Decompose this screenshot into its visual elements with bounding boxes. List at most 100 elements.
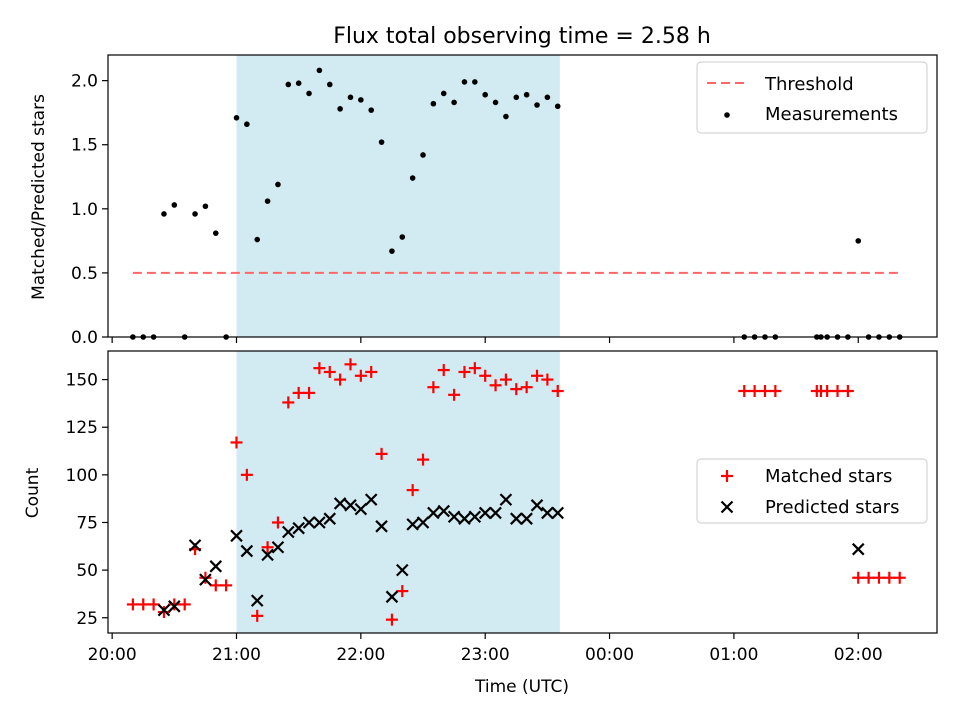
cross-b <box>292 521 305 535</box>
matched-star-point <box>738 385 751 398</box>
matched-star-point <box>748 385 761 398</box>
legend-matched-label: Matched stars <box>765 466 892 487</box>
matched-star-point <box>396 585 409 598</box>
measurement-point <box>326 81 333 88</box>
matched-star-point <box>344 358 357 371</box>
x-tick-label: 00:00 <box>585 645 634 665</box>
y-axis-count: 25 50 75 100 125 150 <box>66 371 108 629</box>
measurement-point <box>306 90 312 97</box>
measurement-point <box>285 81 292 88</box>
predicted-star-point <box>447 510 461 524</box>
x-axis-time: 20:00 21:00 22:00 23:00 00:00 01:00 02:00 <box>88 633 883 665</box>
x-tick-label: 22:00 <box>336 645 385 665</box>
x-tick-label: 20:00 <box>88 645 137 665</box>
cross-b <box>478 506 492 520</box>
measurement-point <box>420 152 426 158</box>
matched-star-point <box>137 598 150 611</box>
cross-b <box>375 520 388 533</box>
matched-star-point <box>427 381 440 394</box>
matched-star-point <box>831 385 844 398</box>
measurement-point <box>202 203 209 210</box>
y-tick-label: 0.5 <box>71 264 98 284</box>
matched-star-point <box>240 468 253 481</box>
matched-star-point <box>126 598 139 611</box>
matched-star-point <box>769 385 782 398</box>
predicted-stars-points <box>157 493 865 617</box>
matched-star-point <box>313 362 326 375</box>
measurement-point <box>161 211 167 217</box>
predicted-star-point <box>437 504 451 518</box>
predicted-star-point <box>385 590 399 604</box>
matched-star-point <box>168 598 181 611</box>
cross-b <box>240 544 254 558</box>
matched-star-point <box>883 571 896 584</box>
predicted-star-point <box>375 520 388 533</box>
legend-cross <box>720 500 734 514</box>
y-tick-label: 150 <box>66 371 98 391</box>
measurement-point <box>378 139 385 145</box>
y-tick-label: 1.0 <box>71 200 98 220</box>
predicted-star-point <box>313 516 326 529</box>
predicted-star-point <box>489 506 502 520</box>
predicted-star-point <box>250 594 264 607</box>
cross-b <box>157 603 171 617</box>
predicted-star-point <box>406 518 419 531</box>
matched-star-point <box>282 396 295 409</box>
matched-star-point <box>893 571 906 584</box>
matched-star-point <box>821 385 834 398</box>
x-tick-label: 21:00 <box>212 645 261 665</box>
cross-b <box>250 594 264 607</box>
matched-star-point <box>178 598 191 611</box>
measurement-point <box>192 211 198 217</box>
cross-b <box>282 525 295 539</box>
measurement-point <box>855 238 862 244</box>
predicted-star-point <box>510 512 523 525</box>
predicted-star-point <box>157 603 171 617</box>
matched-star-point <box>251 609 264 622</box>
measurement-point <box>347 94 354 101</box>
predicted-star-point <box>333 497 347 510</box>
matched-star-point <box>303 386 316 399</box>
cross-b <box>354 502 368 516</box>
plot-frame-bottom <box>107 350 938 634</box>
legend-frame-bottom <box>696 458 928 524</box>
cross-b <box>344 499 357 512</box>
x-tick-label: 23:00 <box>461 645 510 665</box>
predicted-star-point <box>478 506 492 520</box>
ylabel-ratio: Matched/Predicted stars <box>29 94 49 300</box>
predicted-star-point <box>396 563 409 577</box>
matched-star-point <box>758 385 771 398</box>
cross-b <box>302 516 316 529</box>
cross-b <box>720 500 734 514</box>
matched-star-point <box>417 453 430 466</box>
legend-predicted-marker <box>720 500 734 514</box>
predicted-star-point <box>344 499 357 512</box>
measurement-point <box>399 234 406 240</box>
predicted-star-point <box>230 529 243 543</box>
panel-ratio: 0.00.51.01.52.0 Matched/Predicted stars … <box>29 54 938 348</box>
matched-star-point <box>499 373 512 386</box>
cross-b <box>168 600 181 613</box>
y-tick-label: 1.5 <box>71 136 98 156</box>
cross-b <box>468 510 482 524</box>
matched-star-point <box>872 571 885 584</box>
legend-matched-marker <box>721 470 733 482</box>
cross-b <box>188 539 202 552</box>
cross-b <box>385 590 399 604</box>
measurement-point <box>472 79 478 85</box>
matched-star-point <box>479 369 492 382</box>
matched-star-point <box>209 579 222 592</box>
cross-b <box>489 506 502 520</box>
y-tick-label: 0.0 <box>71 328 98 348</box>
cross-b <box>541 506 554 520</box>
observing-span-bottom <box>236 351 560 633</box>
xlabel-time: Time (UTC) <box>474 677 569 697</box>
predicted-star-point <box>551 506 565 520</box>
cross-b <box>530 499 544 512</box>
predicted-star-point <box>271 540 285 554</box>
chart-title: Flux total observing time = 2.58 h <box>333 24 711 49</box>
measurement-point <box>212 230 219 236</box>
measurement-point <box>440 90 447 97</box>
x-tick-label: 02:00 <box>834 645 883 665</box>
